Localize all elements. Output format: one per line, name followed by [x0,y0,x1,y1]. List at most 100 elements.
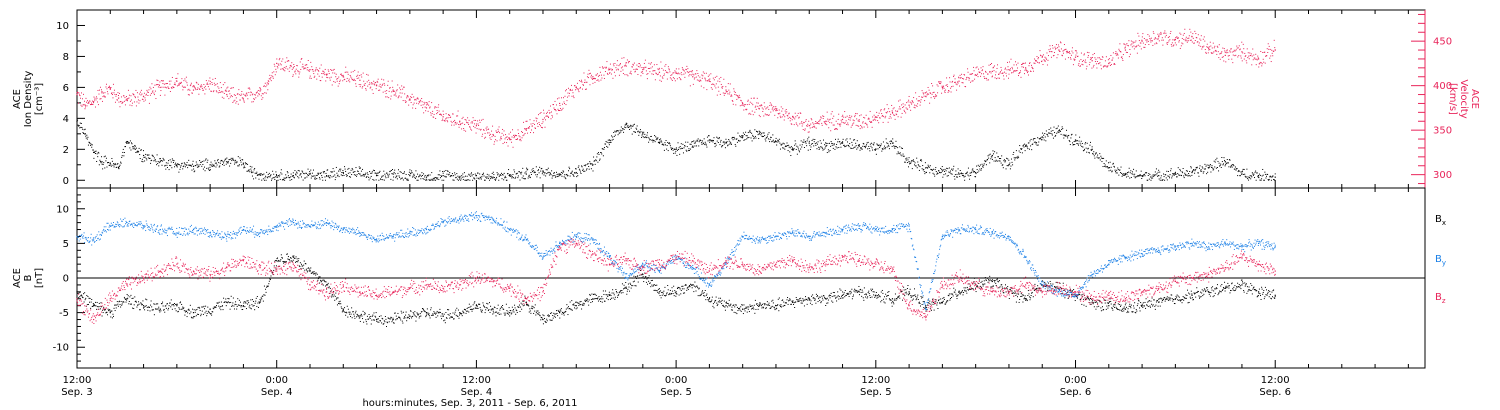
density-point [300,176,302,178]
velocity-point [635,68,637,70]
velocity-point [196,82,198,84]
velocity-point [560,97,562,99]
density-point [137,151,139,153]
density-point [556,171,558,173]
velocity-point [873,119,875,121]
density-point [1257,176,1259,178]
density-point [621,128,623,130]
velocity-point [866,124,868,126]
velocity-point [178,83,180,85]
density-point [988,154,990,156]
velocity-point [249,88,251,90]
density-point [156,154,158,156]
velocity-point [185,76,187,78]
density-point [79,122,81,124]
density-point [794,140,796,142]
density-point [186,161,188,163]
density-point [109,164,111,166]
velocity-point [940,81,942,83]
velocity-point [537,125,539,127]
density-point [500,174,502,176]
density-point [371,171,373,173]
velocity-point [303,68,305,70]
density-point [302,179,304,181]
velocity-point [780,117,782,119]
velocity-point [102,96,104,98]
velocity-point [163,83,165,85]
velocity-point [275,71,277,73]
velocity-point [442,118,444,120]
density-point [1274,173,1276,175]
velocity-point [657,73,659,75]
density-point [965,172,967,174]
velocity-point [892,112,894,114]
velocity-point [836,128,838,130]
density-point [1031,149,1033,151]
bx-point [108,310,110,312]
density-point [324,176,326,178]
density-point [1078,144,1080,146]
density-point [663,144,665,146]
velocity-point [712,77,714,79]
velocity-point [775,109,777,112]
velocity-point [1171,42,1173,44]
density-point [152,155,154,157]
density-point [1126,173,1128,175]
bx-point [103,306,105,308]
density-point [528,174,530,176]
bx-point [459,312,461,314]
velocity-point [331,84,333,86]
velocity-point [1007,66,1009,68]
density-point [702,140,704,142]
velocity-point [750,113,752,115]
density-point [159,158,161,160]
density-point [430,179,432,181]
velocity-point [1221,56,1223,58]
density-point [85,137,87,139]
velocity-point [976,66,978,68]
density-point [1105,166,1107,168]
density-point [651,139,653,141]
density-point [1157,171,1159,173]
bx-point [1124,308,1127,310]
density-point [199,160,201,162]
velocity-point [1189,28,1191,30]
density-point [1274,176,1276,178]
density-point [868,147,870,149]
velocity-point [366,73,368,75]
density-point [358,166,360,168]
density-point [884,148,886,150]
velocity-point [151,83,153,85]
velocity-point [346,80,348,82]
density-point [985,164,987,166]
velocity-point [1110,54,1112,56]
density-point [1097,154,1099,156]
velocity-point [482,118,484,120]
density-point [331,176,333,178]
velocity-point [1249,52,1251,54]
density-point [764,134,766,136]
velocity-point [1147,34,1149,36]
density-point [953,175,955,177]
density-point [295,173,297,175]
velocity-point [1117,57,1119,59]
density-point [342,170,344,172]
velocity-point [498,130,500,132]
bx-point [114,310,116,312]
density-point [427,174,429,176]
velocity-point [114,101,116,103]
velocity-point [426,104,428,106]
density-point [720,139,722,141]
velocity-point [797,125,799,127]
velocity-point [764,106,766,108]
density-point [436,177,438,179]
density-point [421,172,423,174]
velocity-point [763,115,765,117]
velocity-point [1195,33,1197,35]
density-point [1103,157,1105,159]
velocity-point [985,70,987,72]
velocity-point [250,92,252,94]
density-point [836,147,838,149]
density-point [1063,137,1065,139]
velocity-point [958,76,960,78]
